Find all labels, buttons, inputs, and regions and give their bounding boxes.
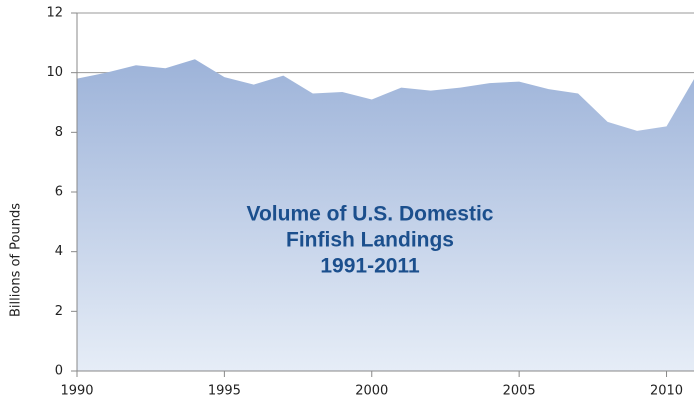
chart-title: Finfish Landings bbox=[286, 229, 454, 252]
y-tick-label: 12 bbox=[46, 6, 63, 21]
x-tick-label: 2000 bbox=[355, 384, 388, 399]
y-tick-label: 4 bbox=[55, 244, 63, 259]
y-axis-label: Billions of Pounds bbox=[9, 203, 24, 317]
chart-title: Volume of U.S. Domestic bbox=[247, 203, 494, 226]
y-tick-label: 6 bbox=[55, 185, 63, 200]
x-tick-label: 1990 bbox=[60, 384, 93, 399]
x-tick-label: 2010 bbox=[650, 384, 683, 399]
y-tick-label: 0 bbox=[55, 364, 63, 379]
y-tick-label: 10 bbox=[46, 65, 63, 80]
y-tick-label: 2 bbox=[55, 304, 63, 319]
y-tick-label: 8 bbox=[55, 125, 63, 140]
chart-title: 1991-2011 bbox=[320, 255, 420, 278]
x-tick-label: 1995 bbox=[208, 384, 241, 399]
x-tick-label: 2005 bbox=[503, 384, 536, 399]
area bbox=[77, 59, 694, 371]
